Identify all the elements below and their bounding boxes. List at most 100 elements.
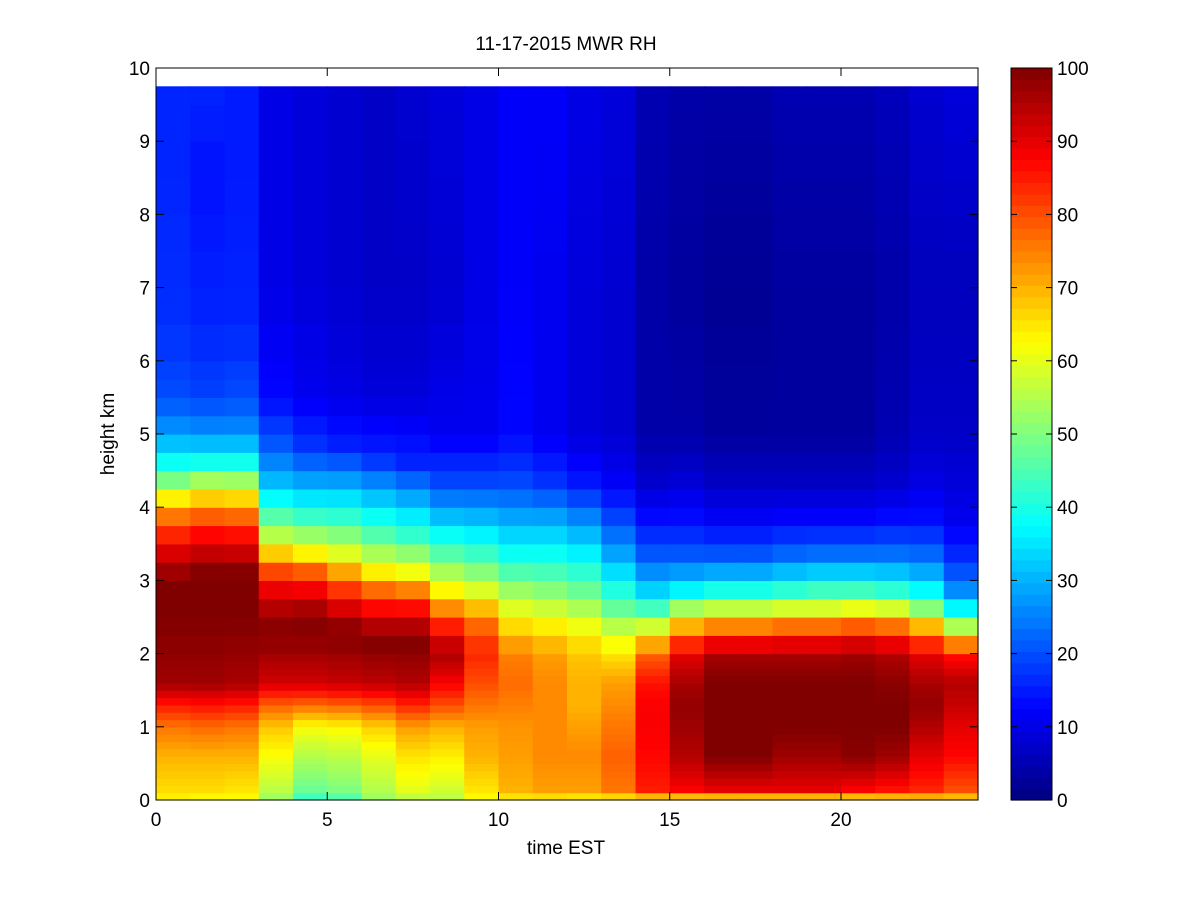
heatmap-cell — [669, 488, 705, 508]
x-tick-label: 10 — [488, 810, 509, 831]
heatmap-cell — [464, 682, 500, 691]
heatmap-cell — [806, 770, 842, 779]
colorbar-cell — [1011, 651, 1052, 664]
heatmap-cell — [909, 792, 945, 801]
heatmap-cell — [327, 397, 363, 417]
heatmap-cell — [156, 104, 191, 142]
heatmap-cell — [498, 653, 534, 662]
heatmap-cell — [704, 726, 739, 735]
heatmap-cell — [532, 682, 568, 691]
heatmap-cell — [498, 379, 534, 398]
heatmap-cell — [361, 525, 397, 545]
heatmap-cell — [532, 712, 568, 721]
heatmap-cell — [464, 415, 500, 435]
heatmap-cell — [943, 734, 979, 743]
heatmap-cell — [430, 562, 465, 581]
heatmap-cell — [532, 697, 568, 706]
heatmap-cell — [532, 756, 568, 764]
heatmap-cell — [190, 741, 226, 750]
heatmap-cell — [464, 704, 500, 713]
heatmap-cell — [669, 177, 705, 215]
heatmap-cell — [532, 785, 568, 794]
heatmap-cell — [224, 488, 260, 508]
heatmap-cell — [532, 86, 568, 106]
heatmap-cell — [532, 719, 568, 728]
heatmap-cell — [738, 251, 774, 289]
heatmap-cell — [293, 697, 328, 706]
heatmap-cell — [361, 360, 397, 380]
heatmap-cell — [532, 778, 568, 786]
heatmap-cell — [430, 104, 465, 142]
heatmap-cell — [635, 734, 671, 743]
heatmap-cell — [601, 668, 637, 677]
heatmap-cell — [738, 488, 774, 508]
heatmap-cell — [943, 434, 979, 453]
heatmap-cell — [532, 525, 568, 545]
heatmap-cell — [293, 251, 328, 289]
heatmap-cell — [943, 756, 979, 764]
heatmap-cell — [190, 562, 226, 581]
y-tick-label: 2 — [139, 645, 150, 666]
heatmap-cell — [430, 177, 465, 215]
heatmap-cell — [258, 675, 294, 684]
heatmap-cell — [464, 792, 500, 801]
heatmap-cell — [498, 660, 534, 669]
heatmap-cell — [875, 697, 911, 706]
heatmap-cell — [156, 488, 191, 508]
heatmap-cell — [704, 104, 739, 142]
heatmap-cell — [293, 748, 328, 757]
heatmap-cell — [738, 741, 774, 750]
heatmap-cell — [464, 525, 500, 545]
heatmap-cell — [704, 86, 739, 106]
heatmap-cell — [293, 415, 328, 435]
heatmap-cell — [430, 251, 465, 289]
heatmap-cell — [635, 617, 671, 636]
heatmap-cell — [498, 675, 534, 684]
heatmap-cell — [258, 86, 294, 106]
heatmap-cell — [498, 763, 534, 772]
heatmap-cell — [156, 748, 191, 757]
heatmap-cell — [567, 763, 602, 772]
heatmap-cell — [635, 104, 671, 142]
heatmap-cell — [224, 770, 260, 779]
heatmap-cell — [258, 360, 294, 380]
colorbar-cell — [1011, 742, 1052, 755]
heatmap-cell — [943, 748, 979, 757]
colorbar-cell — [1011, 788, 1052, 801]
heatmap-cell — [532, 360, 568, 380]
heatmap-cell — [361, 562, 397, 581]
heatmap-cell — [532, 741, 568, 750]
heatmap-cell — [875, 397, 911, 417]
heatmap-cell — [224, 690, 260, 699]
heatmap-cell — [156, 86, 191, 106]
heatmap-cell — [738, 415, 774, 435]
heatmap-cell — [156, 580, 191, 600]
heatmap-cell — [190, 251, 226, 289]
heatmap-cell — [498, 287, 534, 325]
heatmap-cell — [601, 598, 637, 618]
heatmap-cell — [841, 660, 876, 669]
heatmap-cell — [909, 251, 945, 289]
heatmap-cell — [361, 748, 397, 757]
heatmap-cell — [943, 682, 979, 691]
heatmap-cell — [293, 734, 328, 743]
heatmap-cell — [464, 488, 500, 508]
heatmap-cell — [875, 726, 911, 735]
heatmap-cell — [464, 690, 500, 699]
heatmap-cell — [669, 719, 705, 728]
colorbar-cell — [1011, 628, 1052, 641]
heatmap-cell — [909, 177, 945, 215]
heatmap-cell — [258, 741, 294, 750]
heatmap-cell — [772, 697, 808, 706]
heatmap-cell — [704, 415, 739, 435]
heatmap-cell — [909, 488, 945, 508]
heatmap-cell — [190, 690, 226, 699]
heatmap-cell — [395, 741, 431, 750]
heatmap-cell — [635, 704, 671, 713]
heatmap-cell — [258, 792, 294, 801]
heatmap-cell — [190, 452, 226, 472]
colorbar-cell — [1011, 491, 1052, 504]
heatmap-cell — [601, 488, 637, 508]
heatmap-cell — [841, 675, 876, 684]
heatmap-cell — [669, 324, 705, 362]
